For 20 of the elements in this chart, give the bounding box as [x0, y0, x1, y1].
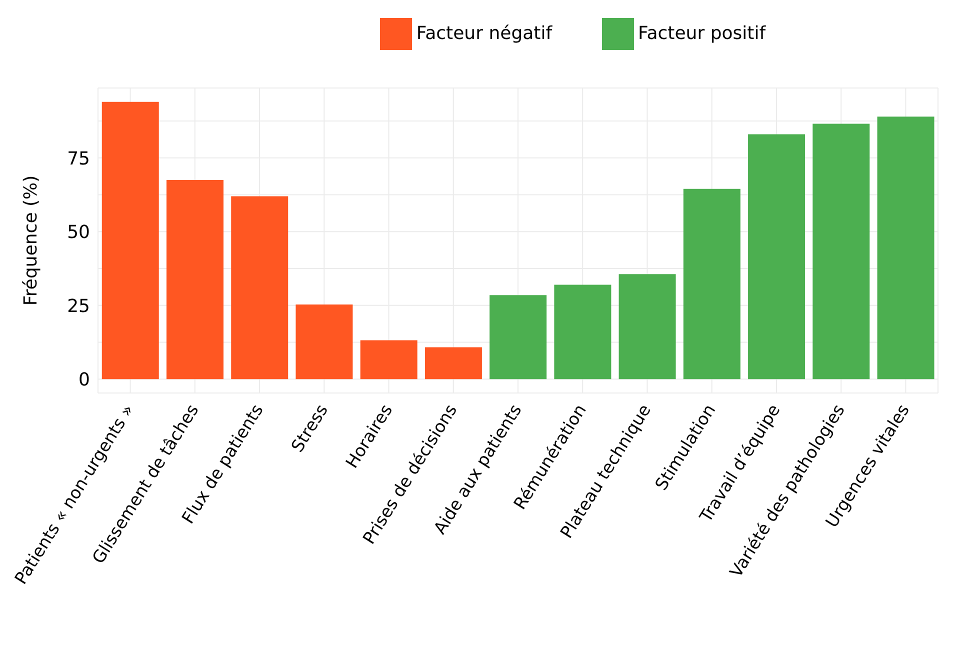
legend-label: Facteur négatif — [416, 22, 552, 44]
bar — [618, 274, 676, 380]
y-axis-title: Fréquence (%) — [20, 175, 42, 306]
bar — [554, 284, 612, 380]
y-tick-label: 0 — [78, 370, 90, 391]
bar — [683, 188, 740, 380]
y-tick-label: 75 — [67, 148, 90, 170]
y-tick-label: 50 — [67, 222, 90, 244]
bar — [748, 134, 806, 380]
bar — [812, 124, 870, 380]
legend-label: Facteur positif — [638, 22, 766, 44]
bar — [231, 196, 288, 380]
y-tick-label: 25 — [67, 296, 90, 317]
bar — [424, 347, 482, 380]
bar — [296, 304, 353, 380]
bar — [877, 116, 934, 380]
bar — [360, 340, 418, 380]
bar — [102, 102, 159, 380]
bar — [490, 295, 547, 380]
bar — [166, 180, 224, 380]
